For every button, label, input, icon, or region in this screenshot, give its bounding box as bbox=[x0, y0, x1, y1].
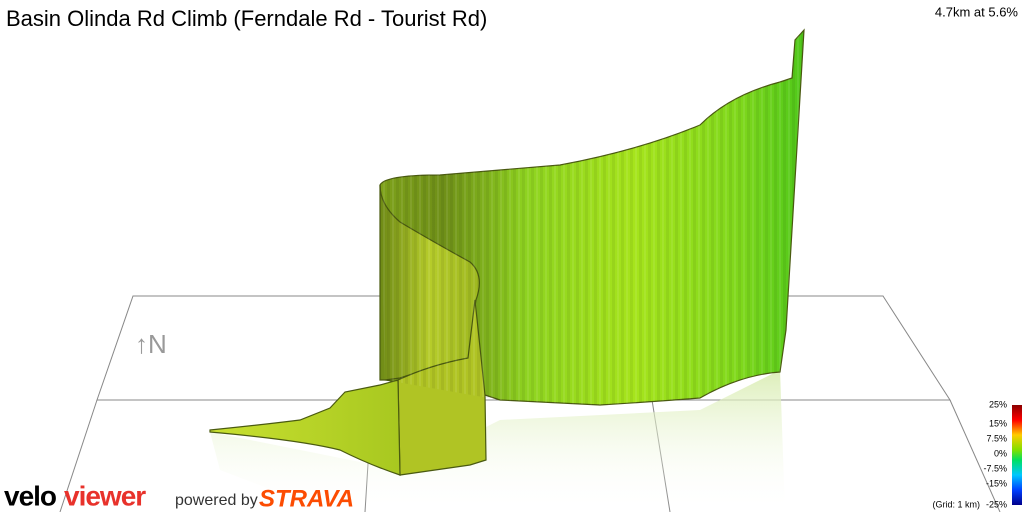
legend-label: -15% bbox=[986, 478, 1007, 488]
legend-label: 0% bbox=[994, 448, 1007, 458]
legend-label: 7.5% bbox=[986, 433, 1007, 443]
wall-stripes bbox=[380, 30, 804, 405]
wall-tail bbox=[209, 379, 401, 476]
strava-logo: STRAVA bbox=[259, 485, 354, 512]
powered-by: powered by bbox=[175, 492, 258, 509]
compass: ↑N bbox=[135, 329, 167, 359]
legend-label: -25% bbox=[986, 499, 1007, 509]
title: Basin Olinda Rd Climb (Ferndale Rd - Tou… bbox=[6, 6, 487, 31]
logo-velo: velo bbox=[4, 480, 57, 511]
grid-line bbox=[59, 399, 98, 512]
grid-line bbox=[949, 399, 1001, 512]
legend-label: -7.5% bbox=[983, 463, 1007, 473]
grid-note: (Grid: 1 km) bbox=[932, 499, 980, 509]
legend-labels: 25% 15% 7.5% 0% -7.5% -15% -25% bbox=[983, 399, 1007, 509]
legend-label: 25% bbox=[989, 399, 1007, 409]
stats: 4.7km at 5.6% bbox=[935, 4, 1019, 19]
reflection bbox=[210, 370, 785, 512]
legend-label: 15% bbox=[989, 418, 1007, 428]
logo-viewer: viewer bbox=[64, 480, 146, 511]
legend-bar bbox=[1012, 405, 1022, 505]
